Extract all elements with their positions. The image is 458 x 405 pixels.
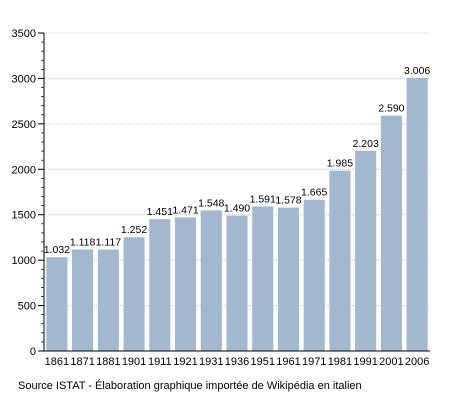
data-label: 1.591	[250, 193, 276, 205]
bars	[46, 77, 428, 352]
x-tick-label: 1961	[276, 356, 300, 368]
x-tick-label: 2001	[379, 356, 403, 368]
bar	[303, 199, 325, 351]
data-label: 1.252	[121, 224, 147, 236]
y-tick-label: 3000	[12, 73, 36, 85]
y-tick-label: 2000	[12, 164, 36, 176]
bar	[174, 217, 197, 351]
x-tick-label: 1921	[173, 356, 197, 368]
bar	[277, 207, 300, 351]
bar	[406, 77, 428, 352]
data-label: 3.006	[404, 65, 430, 77]
x-tick-label: 1981	[328, 356, 352, 368]
bar	[149, 219, 171, 351]
x-tick-label: 1871	[70, 356, 94, 368]
bar	[252, 206, 274, 351]
data-label: 1.471	[172, 204, 198, 216]
y-tick-label: 2500	[12, 119, 36, 131]
x-tick-label: 1911	[148, 356, 172, 368]
bar	[97, 249, 119, 351]
bar	[329, 170, 351, 351]
bar	[200, 210, 222, 351]
y-tick-label: 1000	[12, 255, 36, 267]
x-tick-label: 2006	[405, 356, 429, 368]
x-tick-label: 1901	[122, 356, 146, 368]
y-tick-label: 0	[30, 346, 36, 358]
bar	[46, 257, 68, 351]
data-label: 1.118	[70, 236, 96, 248]
bar	[226, 215, 248, 351]
x-tick-label: 1861	[45, 356, 69, 368]
axes: 0 500 1000 1500 2000 2500 3000 3500 1861 1871 1881…	[12, 28, 430, 368]
x-tick-label: 1931	[199, 356, 223, 368]
bar	[123, 237, 145, 351]
x-tick-label: 1936	[225, 356, 249, 368]
x-tick-label: 1881	[96, 356, 120, 368]
data-label: 1.032	[44, 244, 70, 256]
bar	[380, 115, 402, 352]
data-label: 1.665	[301, 187, 327, 199]
y-tick-label: 1500	[12, 210, 36, 222]
source-caption: Source ISTAT - Élaboration graphique imp…	[18, 380, 362, 392]
data-label: 1.490	[224, 203, 250, 215]
data-label: 2.203	[353, 138, 379, 150]
y-tick-label: 3500	[12, 28, 36, 40]
y-tick-label: 500	[18, 301, 36, 313]
x-tick-label: 1971	[302, 356, 326, 368]
data-label: 1.578	[275, 195, 301, 207]
data-label: 1.985	[327, 158, 353, 170]
x-tick-label: 1991	[353, 356, 377, 368]
x-tick-label: 1951	[250, 356, 274, 368]
bar	[72, 249, 94, 351]
data-label: 1.548	[198, 197, 224, 209]
data-label: 1.451	[147, 206, 173, 218]
bar	[355, 150, 377, 351]
data-label: 1.117	[96, 237, 122, 249]
data-label: 2.590	[378, 103, 404, 115]
